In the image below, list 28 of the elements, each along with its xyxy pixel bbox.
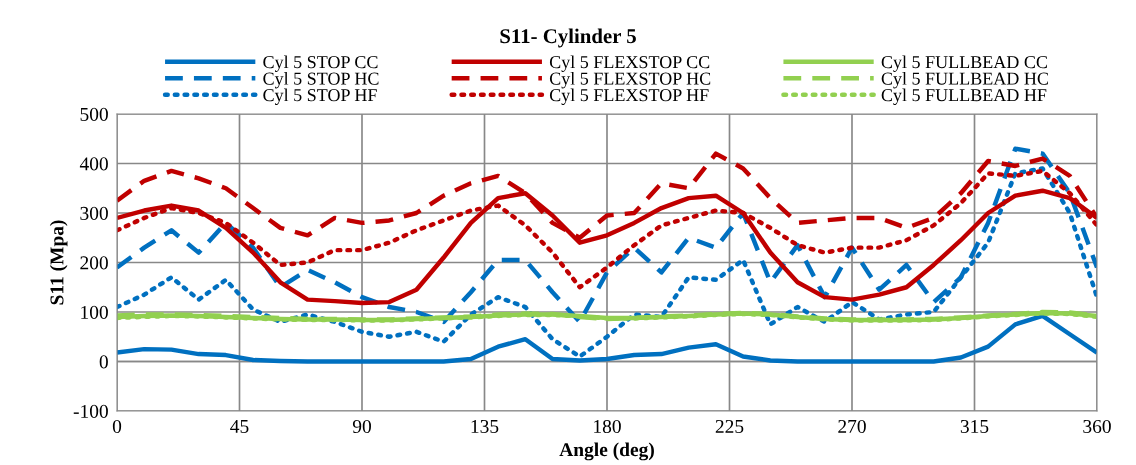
x-tick-label: 315 [960, 419, 989, 434]
y-tick-label: 300 [80, 206, 108, 220]
x-tick-label: 270 [838, 419, 866, 434]
legend-label: Cyl 5 FULLBEAD CC [881, 55, 1047, 72]
legend-label: Cyl 5 FULLBEAD HC [881, 72, 1048, 89]
x-tick-label: 0 [112, 419, 122, 434]
y-tick-label: 0 [99, 355, 108, 369]
legend-label: Cyl 5 FLEXSTOP HF [549, 88, 709, 105]
y-axis-title: S11 (Mpa) [49, 220, 68, 305]
y-tick-label: 200 [80, 256, 108, 270]
legend-label: Cyl 5 FLEXSTOP HC [549, 72, 711, 89]
y-tick-label: 500 [80, 107, 108, 121]
x-tick-label: 180 [594, 419, 621, 434]
x-tick-label: 90 [352, 419, 371, 434]
legend-label: Cyl 5 STOP CC [263, 55, 378, 72]
x-tick-label: 45 [230, 420, 249, 434]
y-tick-label: -100 [73, 404, 108, 418]
chart-title: S11- Cylinder 5 [500, 28, 636, 48]
x-tick-label: 225 [715, 419, 744, 434]
y-tick-label: 100 [81, 305, 108, 319]
legend-label: Cyl 5 STOP HF [263, 88, 377, 105]
x-axis-title: Angle (deg) [559, 442, 654, 461]
legend-label: Cyl 5 STOP HC [263, 72, 379, 89]
y-tick-label: 400 [79, 157, 108, 171]
x-tick-label: 135 [471, 419, 499, 434]
legend-label: Cyl 5 FULLBEAD HF [881, 88, 1047, 105]
x-tick-label: 360 [1083, 419, 1111, 434]
legend-label: Cyl 5 FLEXSTOP CC [549, 55, 710, 72]
